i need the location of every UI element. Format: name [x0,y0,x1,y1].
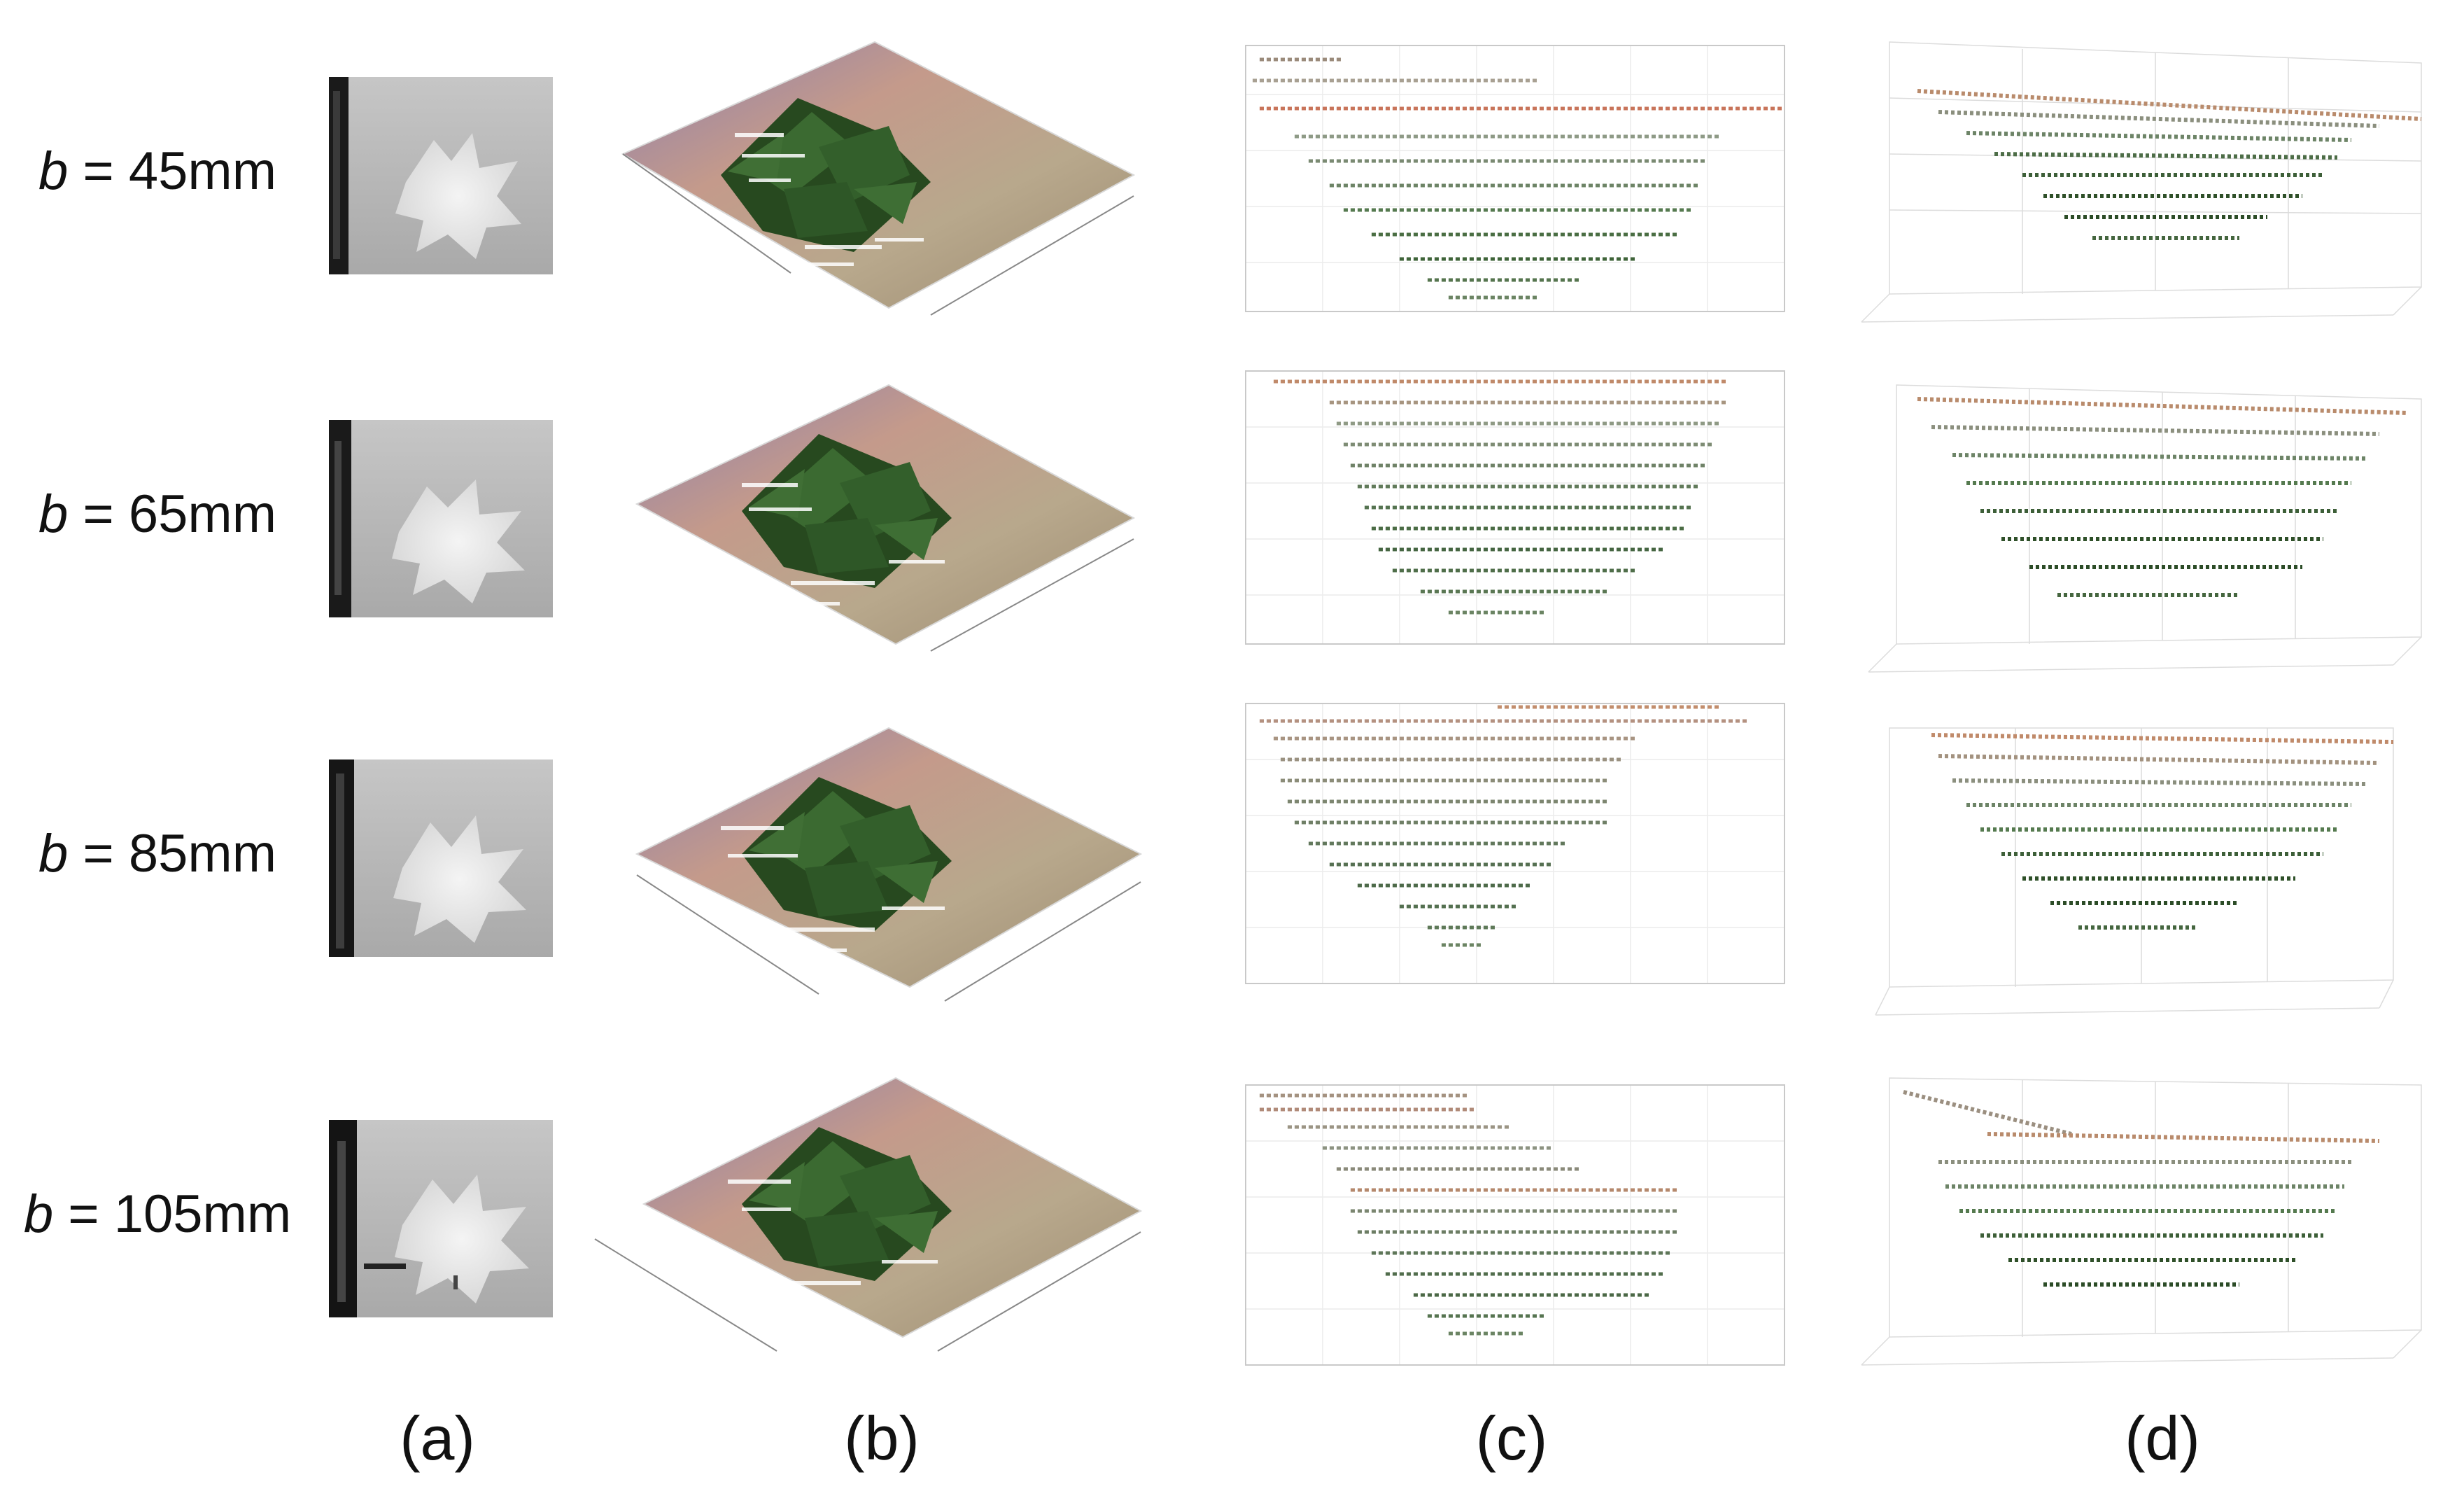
column-label-d: (d) [2125,1404,2200,1473]
point-cloud-oblique-row4 [581,1064,1155,1365]
depth-map-row3 [329,760,553,957]
row-label-4: b = 105mm [23,1184,292,1244]
point-cloud-3d-row1 [1847,28,2428,343]
point-cloud-front-row4 [1218,1078,1791,1393]
point-cloud-3d-row4 [1847,1064,2428,1393]
row-label-3: b = 85mm [38,824,277,883]
column-label-b: (b) [844,1404,920,1473]
column-label-c: (c) [1475,1404,1548,1473]
row-label-1: b = 45mm [38,141,277,201]
depth-map-row1 [329,77,553,274]
point-cloud-oblique-row3 [581,714,1155,1015]
point-cloud-3d-row2 [1847,371,2428,693]
point-cloud-front-row3 [1218,696,1791,1011]
point-cloud-oblique-row2 [581,371,1155,672]
point-cloud-front-row2 [1218,364,1791,672]
row-label-2: b = 65mm [38,484,277,544]
depth-map-row2 [329,420,553,617]
column-label-a: (a) [400,1404,475,1473]
depth-map-row4 [329,1120,553,1317]
point-cloud-3d-row3 [1847,714,2428,1036]
point-cloud-front-row1 [1218,38,1791,346]
point-cloud-oblique-row1 [581,35,1155,336]
